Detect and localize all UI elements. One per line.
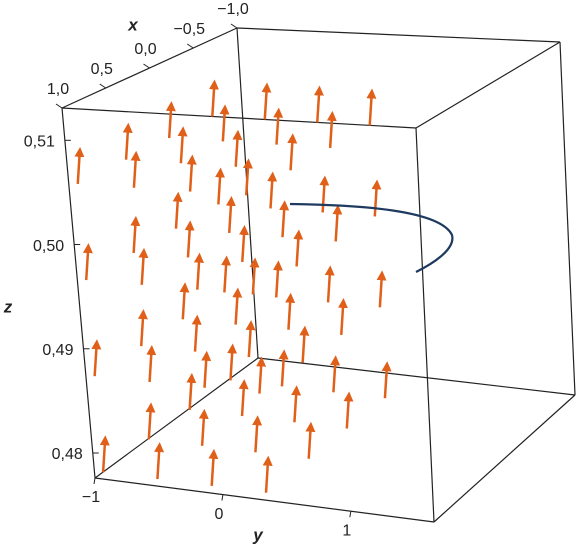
field-arrow	[99, 435, 110, 473]
field-arrow	[293, 229, 304, 267]
field-arrow	[145, 402, 156, 440]
field-arrow	[249, 257, 260, 295]
x-axis-label: x	[127, 15, 139, 34]
field-arrow	[201, 350, 212, 388]
field-arrow	[261, 82, 272, 120]
field-arrow	[198, 408, 209, 446]
field-arrow	[273, 107, 284, 145]
field-arrow	[193, 252, 204, 290]
field-arrow	[130, 150, 141, 188]
field-arrow	[186, 154, 197, 192]
field-arrow	[324, 265, 335, 303]
field-arrow	[272, 260, 283, 298]
box-edge	[94, 477, 435, 523]
box-edge	[61, 107, 96, 479]
field-arrow	[238, 224, 249, 263]
field-arrow	[74, 146, 85, 185]
field-arrow	[343, 391, 354, 429]
field-arrow	[313, 85, 324, 123]
field-arrow	[256, 356, 267, 394]
field-arrow	[319, 175, 330, 213]
field-arrow	[208, 448, 219, 486]
field-arrow	[330, 355, 341, 393]
field-arrow	[219, 104, 230, 142]
field-arrow	[91, 339, 102, 377]
z-tick-label: 0,51	[24, 134, 55, 151]
field-arrow	[184, 220, 195, 258]
field-arrow	[305, 421, 316, 459]
box-edge	[94, 357, 259, 479]
field-arrow	[154, 442, 165, 480]
curve	[289, 202, 454, 273]
field-arrow	[191, 314, 202, 352]
box-edge	[415, 41, 561, 129]
y-tick	[349, 511, 352, 518]
field-arrow	[82, 243, 93, 281]
field-arrow	[179, 282, 190, 320]
field-arrow	[186, 372, 197, 410]
x-tick	[99, 83, 107, 89]
x-tick	[186, 43, 194, 49]
x-tick-label: 1,0	[47, 81, 69, 98]
field-arrow	[262, 455, 273, 493]
field-arrow	[371, 179, 382, 217]
field-arrow	[177, 126, 188, 164]
z-tick-label: 0,49	[42, 342, 73, 359]
field-arrow	[287, 133, 298, 171]
field-arrow	[291, 385, 302, 423]
field-arrow	[146, 344, 157, 383]
field-arrow	[137, 309, 148, 347]
y-tick-label: 0	[214, 506, 223, 523]
z-tick-label: 0,48	[52, 446, 83, 463]
z-axis-label: z	[3, 297, 13, 316]
field-arrow	[278, 349, 289, 387]
x-tick-label: −1,0	[217, 1, 249, 18]
field-arrow	[242, 158, 253, 196]
x-tick	[55, 103, 63, 109]
y-axis-label: y	[252, 525, 264, 544]
y-tick-label: 1	[342, 522, 351, 539]
field-arrow	[227, 343, 238, 381]
field-arrow	[245, 320, 256, 358]
field-arrow	[252, 415, 263, 453]
field-arrow	[165, 101, 176, 139]
field-arrow	[225, 195, 236, 234]
field-arrow	[130, 215, 141, 254]
box-edge	[236, 27, 561, 43]
x-tick-label: −0,5	[173, 21, 205, 38]
box-edge	[433, 394, 576, 523]
x-tick-label: 0,0	[134, 41, 156, 58]
field-arrow	[215, 167, 226, 205]
field-arrow	[381, 361, 392, 399]
box-edge	[559, 41, 576, 396]
field-arrow	[122, 122, 133, 160]
y-tick	[93, 477, 96, 485]
field-arrow	[221, 255, 232, 293]
field-arrow	[238, 379, 249, 417]
box-edge	[415, 127, 435, 523]
field-arrow	[285, 292, 296, 330]
field-arrow	[232, 287, 243, 325]
x-tick	[143, 63, 150, 69]
field-arrow	[376, 270, 387, 308]
y-tick	[221, 494, 224, 501]
y-tick-label: −1	[82, 489, 100, 506]
field-arrow	[299, 325, 310, 363]
x-tick	[230, 23, 238, 29]
field-arrow	[326, 110, 337, 148]
z-tick-label: 0,50	[33, 238, 64, 255]
field-arrow	[279, 200, 290, 238]
box-edge	[257, 357, 576, 396]
field-arrow	[337, 297, 348, 336]
field-arrow	[138, 247, 149, 285]
field-arrow	[267, 171, 278, 209]
field-arrow	[209, 79, 219, 117]
field-arrow	[172, 191, 183, 229]
field-arrow	[366, 88, 377, 126]
field-arrow	[232, 129, 243, 167]
box-edge	[61, 107, 417, 129]
field-arrow	[332, 204, 343, 242]
x-tick-label: 0,5	[91, 61, 113, 78]
